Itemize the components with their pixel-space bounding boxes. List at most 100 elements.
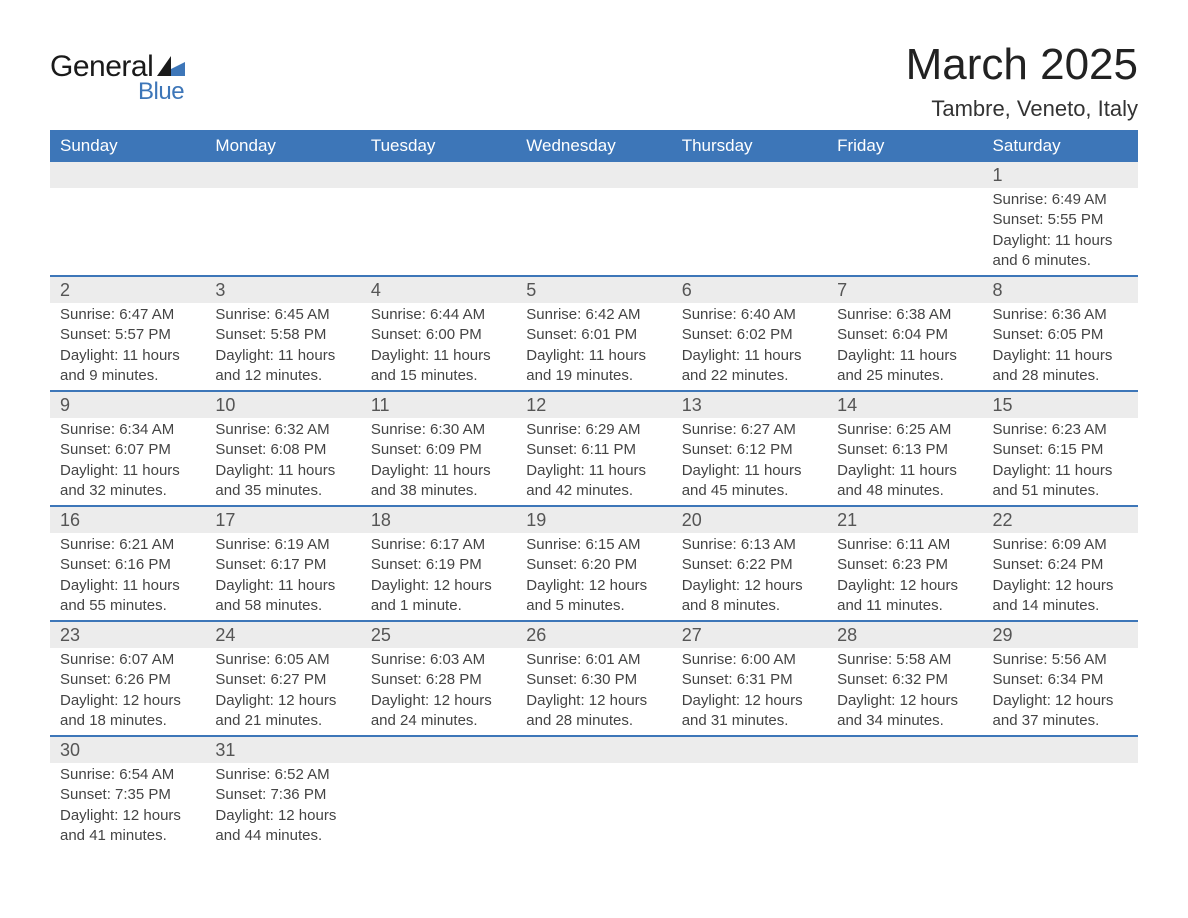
sunset-text: Sunset: 5:55 PM bbox=[993, 210, 1128, 230]
day-number-cell: 24 bbox=[205, 621, 360, 648]
daylight-text: Daylight: 12 hours and 21 minutes. bbox=[215, 691, 350, 732]
daylight-text: Daylight: 11 hours and 15 minutes. bbox=[371, 346, 506, 387]
day-data-cell: Sunrise: 6:54 AMSunset: 7:35 PMDaylight:… bbox=[50, 763, 205, 850]
sunrise-text: Sunrise: 6:05 AM bbox=[215, 650, 350, 670]
logo: General Blue bbox=[50, 50, 185, 106]
day-data-cell: Sunrise: 6:00 AMSunset: 6:31 PMDaylight:… bbox=[672, 648, 827, 736]
sunrise-text: Sunrise: 6:45 AM bbox=[215, 305, 350, 325]
daylight-text: Daylight: 11 hours and 55 minutes. bbox=[60, 576, 195, 617]
sunrise-text: Sunrise: 6:15 AM bbox=[526, 535, 661, 555]
daylight-text: Daylight: 12 hours and 11 minutes. bbox=[837, 576, 972, 617]
day-data-cell bbox=[361, 763, 516, 850]
day-data-cell: Sunrise: 5:56 AMSunset: 6:34 PMDaylight:… bbox=[983, 648, 1138, 736]
day-data-cell: Sunrise: 6:11 AMSunset: 6:23 PMDaylight:… bbox=[827, 533, 982, 621]
day-data-cell: Sunrise: 5:58 AMSunset: 6:32 PMDaylight:… bbox=[827, 648, 982, 736]
sunrise-text: Sunrise: 6:23 AM bbox=[993, 420, 1128, 440]
day-number-cell bbox=[983, 736, 1138, 763]
day-number-cell: 17 bbox=[205, 506, 360, 533]
week-daynum-row: 23242526272829 bbox=[50, 621, 1138, 648]
sunset-text: Sunset: 7:35 PM bbox=[60, 785, 195, 805]
sunset-text: Sunset: 7:36 PM bbox=[215, 785, 350, 805]
day-number-cell: 8 bbox=[983, 276, 1138, 303]
sunset-text: Sunset: 5:58 PM bbox=[215, 325, 350, 345]
day-number-cell: 9 bbox=[50, 391, 205, 418]
sunrise-text: Sunrise: 6:38 AM bbox=[837, 305, 972, 325]
sunrise-text: Sunrise: 5:56 AM bbox=[993, 650, 1128, 670]
day-header: Sunday bbox=[50, 130, 205, 162]
day-data-cell: Sunrise: 6:30 AMSunset: 6:09 PMDaylight:… bbox=[361, 418, 516, 506]
sunset-text: Sunset: 6:30 PM bbox=[526, 670, 661, 690]
day-data-cell: Sunrise: 6:25 AMSunset: 6:13 PMDaylight:… bbox=[827, 418, 982, 506]
day-number-cell: 28 bbox=[827, 621, 982, 648]
daylight-text: Daylight: 12 hours and 37 minutes. bbox=[993, 691, 1128, 732]
day-data-cell bbox=[516, 763, 671, 850]
day-number-cell bbox=[827, 736, 982, 763]
day-data-cell: Sunrise: 6:34 AMSunset: 6:07 PMDaylight:… bbox=[50, 418, 205, 506]
day-header: Saturday bbox=[983, 130, 1138, 162]
sunset-text: Sunset: 6:28 PM bbox=[371, 670, 506, 690]
week-data-row: Sunrise: 6:49 AMSunset: 5:55 PMDaylight:… bbox=[50, 188, 1138, 276]
daylight-text: Daylight: 11 hours and 6 minutes. bbox=[993, 231, 1128, 272]
day-data-cell bbox=[672, 763, 827, 850]
day-data-cell: Sunrise: 6:40 AMSunset: 6:02 PMDaylight:… bbox=[672, 303, 827, 391]
sunrise-text: Sunrise: 6:29 AM bbox=[526, 420, 661, 440]
logo-icon bbox=[157, 56, 185, 76]
sunrise-text: Sunrise: 6:01 AM bbox=[526, 650, 661, 670]
daylight-text: Daylight: 12 hours and 28 minutes. bbox=[526, 691, 661, 732]
sunset-text: Sunset: 5:57 PM bbox=[60, 325, 195, 345]
daylight-text: Daylight: 11 hours and 51 minutes. bbox=[993, 461, 1128, 502]
sunrise-text: Sunrise: 6:49 AM bbox=[993, 190, 1128, 210]
day-number-cell bbox=[205, 162, 360, 188]
daylight-text: Daylight: 11 hours and 58 minutes. bbox=[215, 576, 350, 617]
day-header: Monday bbox=[205, 130, 360, 162]
sunrise-text: Sunrise: 6:09 AM bbox=[993, 535, 1128, 555]
day-number-cell: 3 bbox=[205, 276, 360, 303]
sunrise-text: Sunrise: 6:42 AM bbox=[526, 305, 661, 325]
day-data-cell: Sunrise: 6:23 AMSunset: 6:15 PMDaylight:… bbox=[983, 418, 1138, 506]
sunrise-text: Sunrise: 6:00 AM bbox=[682, 650, 817, 670]
sunset-text: Sunset: 6:04 PM bbox=[837, 325, 972, 345]
sunset-text: Sunset: 6:00 PM bbox=[371, 325, 506, 345]
sunrise-text: Sunrise: 6:47 AM bbox=[60, 305, 195, 325]
sunset-text: Sunset: 6:19 PM bbox=[371, 555, 506, 575]
day-number-cell: 2 bbox=[50, 276, 205, 303]
sunrise-text: Sunrise: 6:30 AM bbox=[371, 420, 506, 440]
sunset-text: Sunset: 6:01 PM bbox=[526, 325, 661, 345]
day-data-cell: Sunrise: 6:03 AMSunset: 6:28 PMDaylight:… bbox=[361, 648, 516, 736]
week-data-row: Sunrise: 6:07 AMSunset: 6:26 PMDaylight:… bbox=[50, 648, 1138, 736]
daylight-text: Daylight: 12 hours and 24 minutes. bbox=[371, 691, 506, 732]
day-data-cell: Sunrise: 6:09 AMSunset: 6:24 PMDaylight:… bbox=[983, 533, 1138, 621]
sunset-text: Sunset: 6:16 PM bbox=[60, 555, 195, 575]
day-data-cell bbox=[50, 188, 205, 276]
day-data-cell: Sunrise: 6:21 AMSunset: 6:16 PMDaylight:… bbox=[50, 533, 205, 621]
week-data-row: Sunrise: 6:34 AMSunset: 6:07 PMDaylight:… bbox=[50, 418, 1138, 506]
day-header: Thursday bbox=[672, 130, 827, 162]
sunset-text: Sunset: 6:13 PM bbox=[837, 440, 972, 460]
day-number-cell: 5 bbox=[516, 276, 671, 303]
logo-word2: Blue bbox=[138, 78, 184, 106]
day-data-cell: Sunrise: 6:42 AMSunset: 6:01 PMDaylight:… bbox=[516, 303, 671, 391]
daylight-text: Daylight: 12 hours and 8 minutes. bbox=[682, 576, 817, 617]
daylight-text: Daylight: 12 hours and 14 minutes. bbox=[993, 576, 1128, 617]
day-data-cell bbox=[361, 188, 516, 276]
day-data-cell: Sunrise: 6:49 AMSunset: 5:55 PMDaylight:… bbox=[983, 188, 1138, 276]
sunset-text: Sunset: 6:31 PM bbox=[682, 670, 817, 690]
day-number-cell: 26 bbox=[516, 621, 671, 648]
sunset-text: Sunset: 6:27 PM bbox=[215, 670, 350, 690]
sunset-text: Sunset: 6:20 PM bbox=[526, 555, 661, 575]
week-daynum-row: 2345678 bbox=[50, 276, 1138, 303]
day-number-cell: 12 bbox=[516, 391, 671, 418]
sunset-text: Sunset: 6:23 PM bbox=[837, 555, 972, 575]
sunrise-text: Sunrise: 6:19 AM bbox=[215, 535, 350, 555]
sunrise-text: Sunrise: 6:36 AM bbox=[993, 305, 1128, 325]
day-number-cell: 15 bbox=[983, 391, 1138, 418]
day-number-cell: 22 bbox=[983, 506, 1138, 533]
daylight-text: Daylight: 12 hours and 5 minutes. bbox=[526, 576, 661, 617]
day-header: Wednesday bbox=[516, 130, 671, 162]
day-data-cell: Sunrise: 6:19 AMSunset: 6:17 PMDaylight:… bbox=[205, 533, 360, 621]
day-number-cell bbox=[827, 162, 982, 188]
day-data-cell: Sunrise: 6:15 AMSunset: 6:20 PMDaylight:… bbox=[516, 533, 671, 621]
day-data-cell: Sunrise: 6:29 AMSunset: 6:11 PMDaylight:… bbox=[516, 418, 671, 506]
day-number-cell bbox=[516, 162, 671, 188]
day-number-cell: 4 bbox=[361, 276, 516, 303]
